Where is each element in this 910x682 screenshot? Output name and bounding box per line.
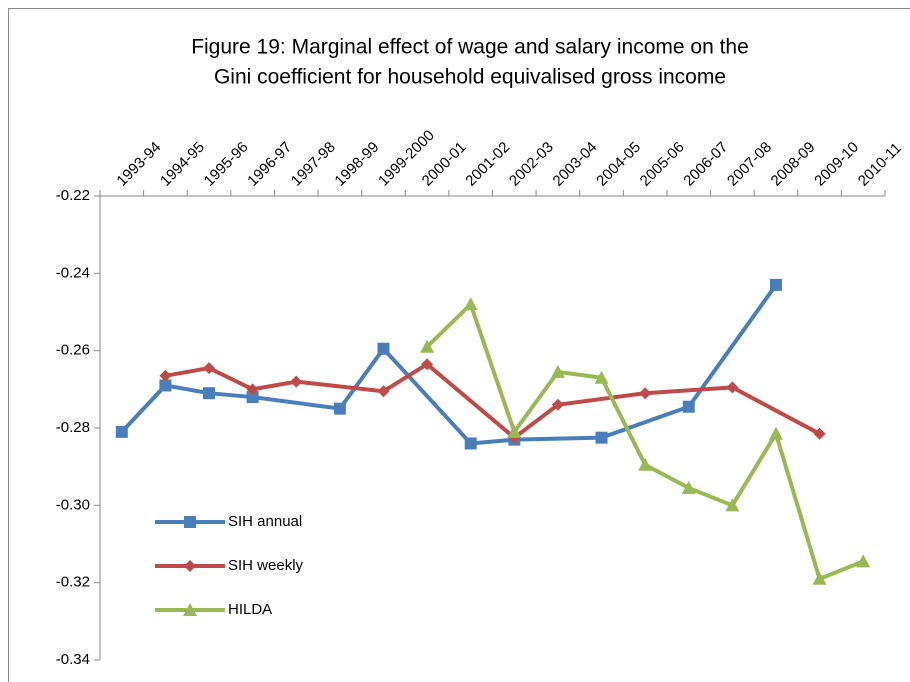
marker bbox=[595, 431, 608, 444]
y-tick-label: -0.32 bbox=[56, 574, 90, 591]
y-tick-label: -0.24 bbox=[56, 264, 90, 281]
marker bbox=[159, 369, 172, 382]
marker bbox=[682, 400, 695, 413]
marker bbox=[203, 387, 216, 400]
marker bbox=[507, 424, 522, 438]
marker bbox=[768, 426, 783, 440]
legend-label: HILDA bbox=[228, 601, 272, 618]
marker bbox=[246, 391, 259, 404]
marker bbox=[681, 480, 696, 494]
marker bbox=[550, 364, 565, 378]
marker bbox=[638, 457, 653, 471]
marker bbox=[203, 362, 216, 375]
marker bbox=[184, 516, 196, 528]
marker bbox=[159, 379, 172, 392]
y-tick-label: -0.22 bbox=[56, 187, 90, 204]
marker bbox=[115, 425, 128, 438]
marker bbox=[769, 278, 782, 291]
marker bbox=[377, 342, 390, 355]
marker bbox=[420, 339, 435, 353]
marker bbox=[333, 402, 346, 415]
y-tick-label: -0.34 bbox=[56, 651, 90, 668]
marker bbox=[726, 381, 739, 394]
y-tick-label: -0.30 bbox=[56, 496, 90, 513]
marker bbox=[184, 560, 196, 572]
chart-title: Gini coefficient for household equivalis… bbox=[214, 66, 726, 89]
marker bbox=[725, 498, 740, 512]
marker bbox=[463, 297, 478, 311]
marker bbox=[594, 370, 609, 384]
marker bbox=[856, 554, 871, 568]
legend-label: SIH weekly bbox=[228, 557, 304, 574]
marker bbox=[813, 427, 826, 440]
marker bbox=[639, 387, 652, 400]
marker bbox=[377, 385, 390, 398]
marker bbox=[183, 603, 197, 616]
chart-title: Figure 19: Marginal effect of wage and s… bbox=[191, 36, 749, 59]
marker bbox=[464, 437, 477, 450]
marker bbox=[290, 375, 303, 388]
marker bbox=[246, 383, 259, 396]
chart-border bbox=[8, 8, 910, 682]
y-tick-label: -0.26 bbox=[56, 342, 90, 359]
marker bbox=[551, 398, 564, 411]
marker bbox=[421, 358, 434, 371]
legend-label: SIH annual bbox=[228, 513, 302, 530]
y-tick-label: -0.28 bbox=[56, 419, 90, 436]
marker bbox=[812, 571, 827, 585]
